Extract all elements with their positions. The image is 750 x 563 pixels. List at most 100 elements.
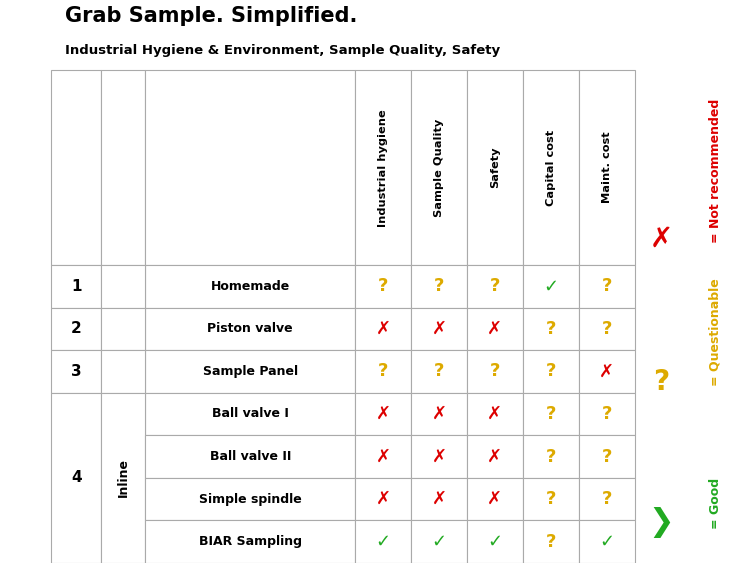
Text: ?: ?: [545, 448, 556, 466]
Bar: [355, 478, 411, 520]
Text: Grab Sample. Simplified.: Grab Sample. Simplified.: [65, 6, 357, 26]
Bar: [579, 350, 634, 393]
Text: ✓: ✓: [543, 277, 558, 295]
Text: ▶◀: ▶◀: [13, 122, 38, 137]
Text: ?: ?: [545, 320, 556, 338]
Bar: [579, 70, 634, 265]
Bar: [411, 478, 467, 520]
Bar: [579, 307, 634, 350]
Bar: [411, 350, 467, 393]
Bar: [146, 265, 355, 307]
Text: ✓: ✓: [488, 533, 502, 551]
Text: Ball valve II: Ball valve II: [209, 450, 291, 463]
Text: 2: 2: [70, 321, 82, 336]
Bar: [523, 393, 579, 435]
Text: ?: ?: [490, 277, 500, 295]
Text: ?: ?: [433, 363, 444, 381]
Bar: [355, 350, 411, 393]
Bar: [579, 478, 634, 520]
Text: ✗: ✗: [376, 405, 391, 423]
Text: 3: 3: [70, 364, 82, 379]
Text: Industrial hygiene: Industrial hygiene: [378, 109, 388, 226]
Text: ?: ?: [602, 490, 612, 508]
Bar: [146, 435, 355, 478]
Text: ?: ?: [602, 277, 612, 295]
Bar: [411, 435, 467, 478]
Bar: [101, 307, 146, 350]
Bar: [523, 520, 579, 563]
Bar: [355, 307, 411, 350]
Bar: [467, 520, 523, 563]
Text: ?: ?: [378, 363, 388, 381]
Text: ?: ?: [545, 533, 556, 551]
Bar: [51, 350, 101, 393]
Bar: [101, 350, 146, 393]
Bar: [467, 393, 523, 435]
Bar: [411, 70, 467, 265]
Bar: [579, 520, 634, 563]
Text: = Good: = Good: [709, 477, 722, 529]
Text: ✗: ✗: [488, 448, 502, 466]
Text: ✗: ✗: [650, 225, 673, 253]
Text: ✗: ✗: [376, 490, 391, 508]
Text: Maint. cost: Maint. cost: [602, 132, 612, 203]
Text: ✗: ✗: [376, 448, 391, 466]
Text: ✗: ✗: [431, 448, 446, 466]
Bar: [355, 435, 411, 478]
Bar: [523, 435, 579, 478]
Bar: [146, 350, 355, 393]
Bar: [411, 393, 467, 435]
Text: 1: 1: [71, 279, 82, 294]
Bar: [523, 307, 579, 350]
Text: ?: ?: [602, 320, 612, 338]
Text: ✗: ✗: [599, 363, 614, 381]
Text: Sample Panel: Sample Panel: [202, 365, 298, 378]
Text: ✗: ✗: [431, 320, 446, 338]
Bar: [355, 70, 411, 265]
Text: ?: ?: [433, 277, 444, 295]
Text: Capital cost: Capital cost: [546, 129, 556, 205]
Bar: [411, 307, 467, 350]
Text: ?: ?: [378, 277, 388, 295]
Text: = Not recommended: = Not recommended: [709, 99, 722, 243]
Text: ✗: ✗: [431, 405, 446, 423]
Text: ✗: ✗: [376, 320, 391, 338]
Text: ✓: ✓: [599, 533, 614, 551]
Text: Sample Quality: Sample Quality: [434, 119, 444, 217]
Bar: [101, 393, 146, 563]
Text: ❯: ❯: [648, 507, 674, 538]
Text: Simple spindle: Simple spindle: [199, 493, 302, 506]
Text: 4: 4: [70, 470, 82, 485]
Bar: [579, 435, 634, 478]
Text: = Questionable: = Questionable: [709, 278, 722, 386]
Bar: [101, 265, 146, 307]
Bar: [411, 265, 467, 307]
Bar: [101, 70, 146, 265]
Bar: [467, 307, 523, 350]
Bar: [467, 478, 523, 520]
Text: Inline: Inline: [117, 458, 130, 497]
Text: ?: ?: [602, 448, 612, 466]
Bar: [579, 393, 634, 435]
Bar: [467, 265, 523, 307]
Bar: [51, 265, 101, 307]
Text: ✗: ✗: [488, 490, 502, 508]
Bar: [355, 265, 411, 307]
Bar: [523, 350, 579, 393]
Bar: [146, 478, 355, 520]
Bar: [523, 478, 579, 520]
Bar: [355, 393, 411, 435]
Bar: [467, 70, 523, 265]
Text: ✓: ✓: [431, 533, 446, 551]
Bar: [355, 520, 411, 563]
Bar: [146, 393, 355, 435]
Text: ✗: ✗: [488, 405, 502, 423]
Bar: [146, 70, 355, 265]
Text: ?: ?: [490, 363, 500, 381]
Bar: [523, 70, 579, 265]
Text: Piston valve: Piston valve: [208, 323, 293, 336]
Text: Industrial Hygiene & Environment, Sample Quality, Safety: Industrial Hygiene & Environment, Sample…: [65, 44, 500, 57]
Bar: [467, 435, 523, 478]
Bar: [146, 307, 355, 350]
Bar: [411, 520, 467, 563]
